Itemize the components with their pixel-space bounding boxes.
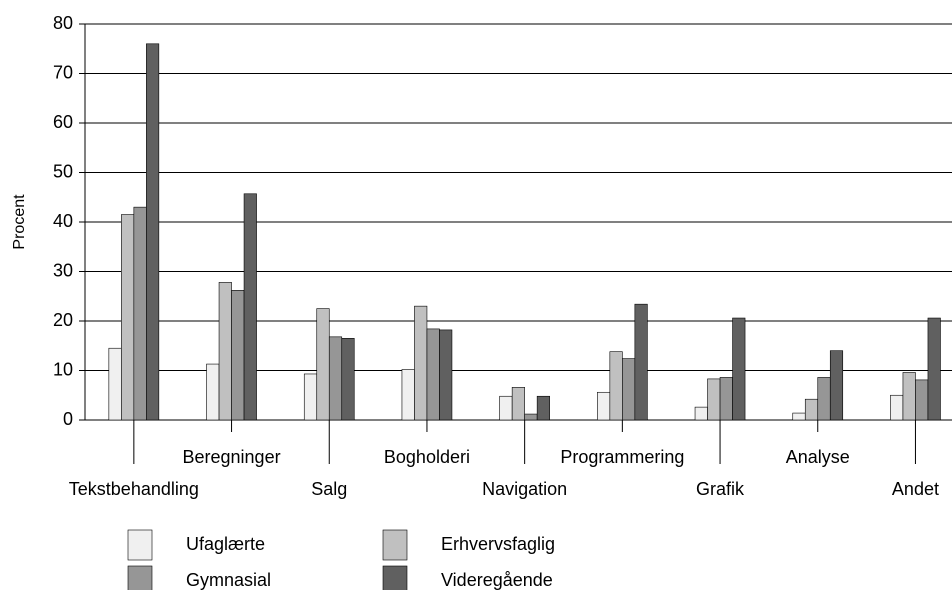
bar bbox=[915, 379, 929, 421]
x-tick-label: Analyse bbox=[786, 447, 850, 467]
bar bbox=[902, 372, 916, 421]
bar bbox=[927, 317, 941, 421]
x-tick-label: Tekstbehandling bbox=[69, 479, 199, 499]
bar bbox=[890, 394, 904, 421]
bar bbox=[206, 363, 220, 421]
x-tick-label: Bogholderi bbox=[384, 447, 470, 467]
bar bbox=[719, 377, 733, 421]
x-tick-label: Programmering bbox=[560, 447, 684, 467]
bar bbox=[829, 350, 844, 421]
bar bbox=[146, 43, 160, 421]
bar bbox=[218, 282, 232, 421]
bar bbox=[597, 391, 611, 421]
bar bbox=[622, 358, 636, 421]
y-tick-label: 50 bbox=[53, 161, 73, 181]
bar bbox=[328, 336, 343, 421]
y-tick-label: 20 bbox=[53, 310, 73, 330]
bar bbox=[732, 317, 746, 421]
x-tick-label: Beregninger bbox=[183, 447, 281, 467]
bar bbox=[243, 193, 257, 421]
legend-swatch bbox=[127, 529, 153, 561]
x-tick-label: Grafik bbox=[696, 479, 745, 499]
y-tick-label: 70 bbox=[53, 62, 73, 82]
y-tick-label: 30 bbox=[53, 260, 73, 280]
bar bbox=[804, 398, 819, 421]
legend-label: Gymnasial bbox=[186, 570, 271, 590]
bar bbox=[609, 351, 623, 421]
bar bbox=[303, 373, 318, 421]
bar bbox=[401, 369, 415, 421]
bar bbox=[634, 303, 648, 421]
x-tick-label: Salg bbox=[311, 479, 347, 499]
legend-label: Videregående bbox=[441, 570, 553, 590]
x-tick-label: Navigation bbox=[482, 479, 567, 499]
legend-label: Ufaglærte bbox=[186, 534, 265, 554]
bar bbox=[694, 406, 708, 421]
legend-swatch bbox=[382, 529, 408, 561]
bar bbox=[341, 338, 355, 421]
bar bbox=[231, 290, 245, 421]
bar bbox=[817, 377, 831, 421]
y-tick-label: 40 bbox=[53, 211, 73, 231]
bar bbox=[108, 347, 122, 421]
y-tick-label: 0 bbox=[63, 409, 73, 429]
y-tick-label: 60 bbox=[53, 112, 73, 132]
bar bbox=[316, 308, 330, 421]
bar bbox=[499, 395, 513, 421]
bar bbox=[707, 378, 721, 421]
bar bbox=[524, 413, 538, 421]
legend-label: Erhvervsfaglig bbox=[441, 534, 555, 554]
y-axis-label: Procent bbox=[11, 194, 28, 250]
y-tick-label: 80 bbox=[53, 13, 73, 33]
bar bbox=[414, 305, 428, 421]
bar bbox=[439, 329, 453, 421]
x-tick-label: Andet bbox=[892, 479, 939, 499]
bar bbox=[792, 412, 806, 421]
y-tick-label: 10 bbox=[53, 359, 73, 379]
bar bbox=[133, 206, 147, 421]
bar bbox=[426, 328, 440, 421]
bar bbox=[511, 387, 525, 421]
legend-swatch bbox=[382, 565, 408, 590]
bar bbox=[536, 395, 550, 421]
legend-swatch bbox=[127, 565, 153, 590]
bar bbox=[121, 214, 135, 421]
